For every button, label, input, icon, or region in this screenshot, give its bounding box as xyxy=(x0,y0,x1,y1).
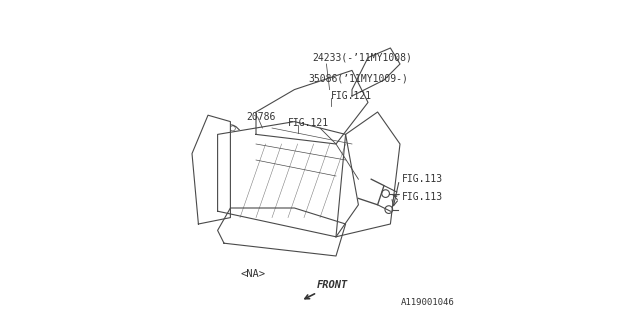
Polygon shape xyxy=(218,208,346,256)
Text: A119001046: A119001046 xyxy=(401,298,454,307)
Polygon shape xyxy=(218,122,358,237)
Polygon shape xyxy=(336,112,400,237)
Text: 35086(’11MY1009-): 35086(’11MY1009-) xyxy=(308,73,408,84)
Text: 24233(-’11MY1008): 24233(-’11MY1008) xyxy=(312,52,412,63)
Text: FIG.113: FIG.113 xyxy=(402,192,443,202)
Text: FRONT: FRONT xyxy=(305,280,348,299)
Text: FIG.121: FIG.121 xyxy=(332,91,372,101)
Polygon shape xyxy=(256,70,368,144)
Text: <NA>: <NA> xyxy=(240,268,266,279)
Polygon shape xyxy=(192,115,230,224)
Text: 20786: 20786 xyxy=(246,112,276,122)
Polygon shape xyxy=(352,48,400,96)
Text: FIG.121: FIG.121 xyxy=(288,118,329,128)
Text: FIG.113: FIG.113 xyxy=(402,174,443,184)
